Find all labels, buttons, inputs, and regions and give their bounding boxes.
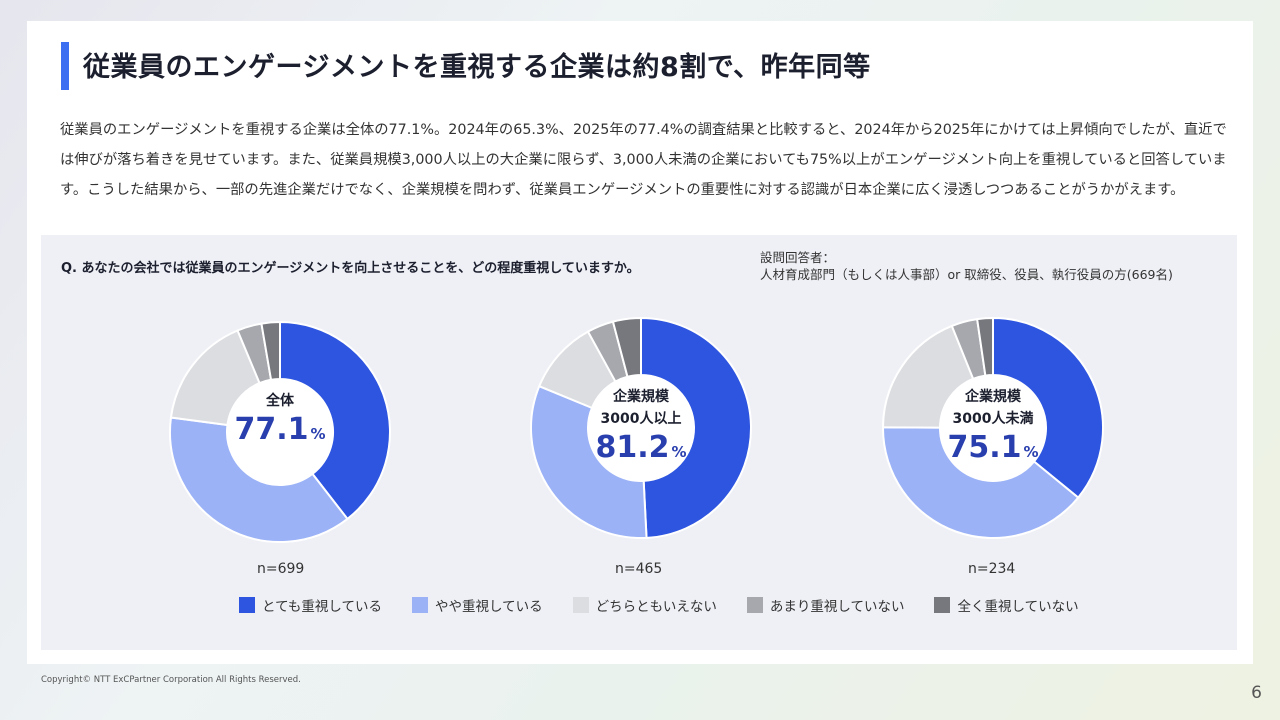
survey-question: Q. あなたの会社では従業員のエンゲージメントを向上させることを、どの程度重視し… xyxy=(61,261,640,276)
legend-label: あまり重視していない xyxy=(769,599,905,615)
chart-panel: Q. あなたの会社では従業員のエンゲージメントを向上させることを、どの程度重視し… xyxy=(41,235,1237,650)
legend-label: どちらともいえない xyxy=(595,599,717,615)
n-label-small: n=234 xyxy=(968,561,1016,577)
legend-swatch xyxy=(746,597,763,613)
donut-hole xyxy=(227,379,333,485)
donut-chart-overall xyxy=(169,320,391,543)
center-value-number: 75.1 xyxy=(947,430,1022,465)
donut-hole xyxy=(588,375,694,481)
legend-label: やや重視している xyxy=(435,599,543,615)
donut-chart-large xyxy=(530,316,752,539)
legend-item: どちらともいえない xyxy=(572,595,717,615)
donut-center-large: 企業規模 3000人以上 81.2% xyxy=(571,386,711,470)
legend-item: とても重視している xyxy=(239,595,382,615)
center-value: 75.1% xyxy=(923,430,1063,470)
center-value: 81.2% xyxy=(571,430,711,470)
respondent-note: 設問回答者： 人材育成部門（もしくは人事部）or 取締役、役員、執行役員の方(6… xyxy=(760,249,1173,283)
center-value-number: 77.1 xyxy=(234,412,309,447)
center-label-line: 企業規模 xyxy=(965,389,1021,405)
center-label-line: 3000人未満 xyxy=(952,411,1034,427)
legend-item: 全く重視していない xyxy=(934,595,1079,615)
center-value-number: 81.2 xyxy=(595,430,670,465)
donut-hole xyxy=(940,375,1046,481)
respondent-detail: 人材育成部門（もしくは人事部）or 取締役、役員、執行役員の方(669名) xyxy=(760,267,1173,282)
center-label-line: 全体 xyxy=(266,393,294,409)
chart-legend: とても重視している やや重視している どちらともいえない あまり重視していない … xyxy=(239,595,1109,615)
n-label-large: n=465 xyxy=(615,561,663,577)
n-label-overall: n=699 xyxy=(257,561,305,577)
center-value-unit: % xyxy=(671,443,687,461)
legend-swatch xyxy=(239,597,255,613)
center-label-line: 3000人以上 xyxy=(600,411,682,427)
copyright-notice: Copyright© NTT ExCPartner Corporation Al… xyxy=(41,675,301,685)
center-value-unit: % xyxy=(310,425,326,443)
page-title: 従業員のエンゲージメントを重視する企業は約8割で、昨年同等 xyxy=(83,52,871,83)
legend-label: とても重視している xyxy=(262,599,383,615)
summary-paragraph: 従業員のエンゲージメントを重視する企業は全体の77.1%。2024年の65.3%… xyxy=(60,122,1227,198)
center-label-line: 企業規模 xyxy=(613,389,669,405)
respondent-label: 設問回答者： xyxy=(760,250,836,265)
donut-center-small: 企業規模 3000人未満 75.1% xyxy=(923,386,1063,470)
legend-swatch xyxy=(412,597,429,613)
title-accent-bar xyxy=(61,42,69,90)
legend-swatch xyxy=(934,597,951,613)
legend-item: あまり重視していない xyxy=(746,595,905,615)
legend-swatch xyxy=(572,597,589,613)
center-value: 77.1% xyxy=(220,412,340,452)
legend-item: やや重視している xyxy=(412,595,543,615)
page-number: 6 xyxy=(1251,683,1262,703)
center-value-unit: % xyxy=(1023,443,1039,461)
legend-label: 全く重視していない xyxy=(957,599,1079,615)
donut-center-overall: 全体 77.1% xyxy=(220,390,340,452)
slide-card: 従業員のエンゲージメントを重視する企業は約8割で、昨年同等 従業員のエンゲージメ… xyxy=(27,21,1253,664)
donut-chart-small xyxy=(881,316,1104,539)
